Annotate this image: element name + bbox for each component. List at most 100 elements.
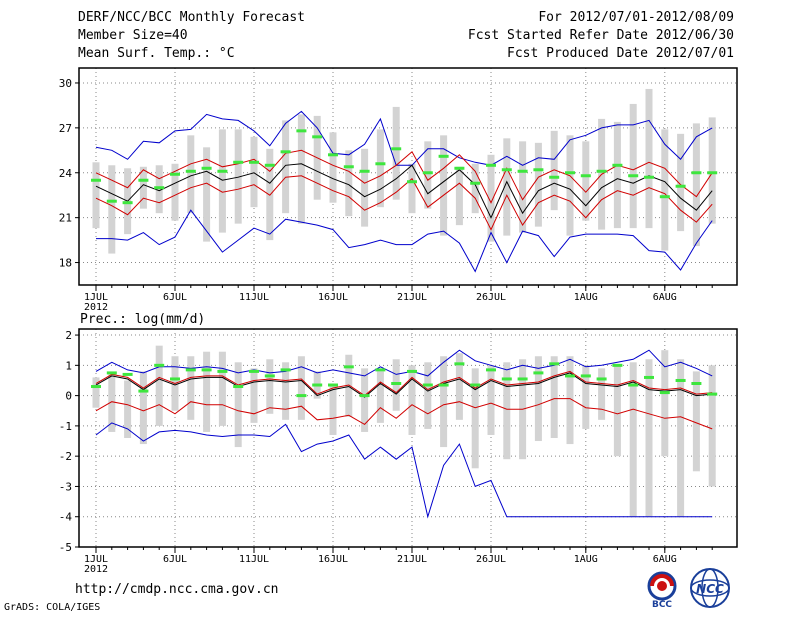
spread-box xyxy=(92,377,100,408)
observation-marker xyxy=(691,171,702,175)
observation-marker xyxy=(359,394,370,398)
observation-marker xyxy=(407,180,417,184)
spread-box xyxy=(692,123,700,247)
x-tick-label: 21JUL xyxy=(397,554,427,565)
x-year-label: 2012 xyxy=(84,564,108,575)
spread-box xyxy=(661,350,669,457)
x-tick-label: 11JUL xyxy=(239,292,269,303)
header-variable: Mean Surf. Temp.: °C xyxy=(78,46,235,61)
observation-marker xyxy=(707,171,718,175)
observation-marker xyxy=(296,394,307,398)
header-period: For 2012/07/01-2012/08/09 xyxy=(538,10,734,25)
y-tick-label: 30 xyxy=(59,77,72,90)
spread-box xyxy=(108,165,116,254)
plot-frame xyxy=(78,67,738,286)
spread-box xyxy=(266,359,274,414)
x-tick-label: 1JUL xyxy=(84,554,108,565)
source-url[interactable]: http://cmdp.ncc.cma.gov.cn xyxy=(75,582,279,597)
series-mean-line xyxy=(95,372,713,398)
header-title: DERF/NCC/BCC Monthly Forecast xyxy=(78,10,305,25)
observation-marker xyxy=(612,163,623,167)
spread-box xyxy=(92,162,100,229)
observation-marker xyxy=(422,171,433,175)
observation-marker xyxy=(217,169,228,173)
x-tick-label: 1AUG xyxy=(574,292,598,303)
spread-box xyxy=(566,356,574,445)
spread-box xyxy=(250,136,258,208)
observation-marker xyxy=(154,186,165,190)
observation-marker xyxy=(470,181,481,185)
x-tick-label: 21JUL xyxy=(397,292,427,303)
observation-marker xyxy=(644,375,654,379)
x-tick-label: 1JUL xyxy=(84,292,108,303)
ncc-logo: NCC xyxy=(690,568,730,608)
x-tick-label: 16JUL xyxy=(318,554,348,565)
y-tick-label: 18 xyxy=(59,257,72,270)
observation-marker xyxy=(391,147,402,151)
y-tick-label: 21 xyxy=(59,212,72,225)
observation-marker xyxy=(280,150,291,154)
spread-box xyxy=(234,362,242,448)
spread-box xyxy=(203,147,211,242)
spread-box xyxy=(345,354,353,417)
observation-marker xyxy=(296,129,307,133)
spread-box xyxy=(677,133,685,232)
spread-box xyxy=(424,141,432,209)
spread-box xyxy=(471,163,479,214)
spread-box xyxy=(108,374,116,432)
observation-marker xyxy=(580,174,591,178)
series-max-line xyxy=(95,349,713,377)
spread-box xyxy=(203,351,211,432)
observation-marker xyxy=(201,166,212,170)
spread-box xyxy=(139,371,147,445)
observation-marker xyxy=(691,382,702,385)
observation-marker xyxy=(138,178,149,182)
spread-box xyxy=(471,368,479,469)
y-tick-label: 24 xyxy=(59,167,73,180)
spread-box xyxy=(645,88,653,229)
spread-box xyxy=(708,117,716,224)
x-tick-label: 6AUG xyxy=(653,554,677,565)
observation-marker xyxy=(375,162,386,166)
series-mean-line xyxy=(95,163,713,219)
x-tick-label: 26JUL xyxy=(476,292,506,303)
observation-marker xyxy=(565,171,575,175)
observation-marker xyxy=(138,389,149,393)
plot-frame xyxy=(78,328,738,548)
series-lower-line xyxy=(95,175,713,231)
spread-box xyxy=(487,154,495,242)
x-tick-label: 6JUL xyxy=(163,554,187,565)
observation-marker xyxy=(122,201,133,205)
header-start-date: Fcst Started Refer Date 2012/06/30 xyxy=(467,28,734,43)
y-tick-label: -5 xyxy=(59,541,72,554)
series-min-line xyxy=(95,422,713,519)
temperature-panel: 18 21 24 27 30 1JUL 6JUL 11JUL 16JUL 21JUL 26JUL 1A… xyxy=(59,67,738,313)
observation-marker xyxy=(675,184,686,188)
spread-box xyxy=(218,351,226,426)
observation-marker xyxy=(170,172,180,176)
observation-marker xyxy=(249,369,259,373)
spread-box xyxy=(392,106,400,200)
observation-marker xyxy=(517,377,528,381)
observation-marker xyxy=(438,383,449,387)
observation-marker xyxy=(549,362,560,366)
ncc-logo-text: NCC xyxy=(696,582,724,596)
spread-box xyxy=(613,365,621,457)
spread-box xyxy=(582,141,590,221)
spread-box xyxy=(613,121,621,229)
spread-box xyxy=(582,365,590,429)
header-member-size: Member Size=40 xyxy=(78,28,188,43)
spread-box xyxy=(376,371,384,423)
spread-box xyxy=(376,129,384,208)
spread-box xyxy=(187,135,195,214)
observation-marker xyxy=(106,199,117,203)
y-tick-label: -3 xyxy=(59,480,72,493)
spread-box xyxy=(629,103,637,229)
spread-box xyxy=(250,368,258,423)
observation-marker xyxy=(486,368,496,372)
spread-box xyxy=(234,129,242,224)
observation-marker xyxy=(659,195,670,199)
observation-marker xyxy=(628,383,639,387)
